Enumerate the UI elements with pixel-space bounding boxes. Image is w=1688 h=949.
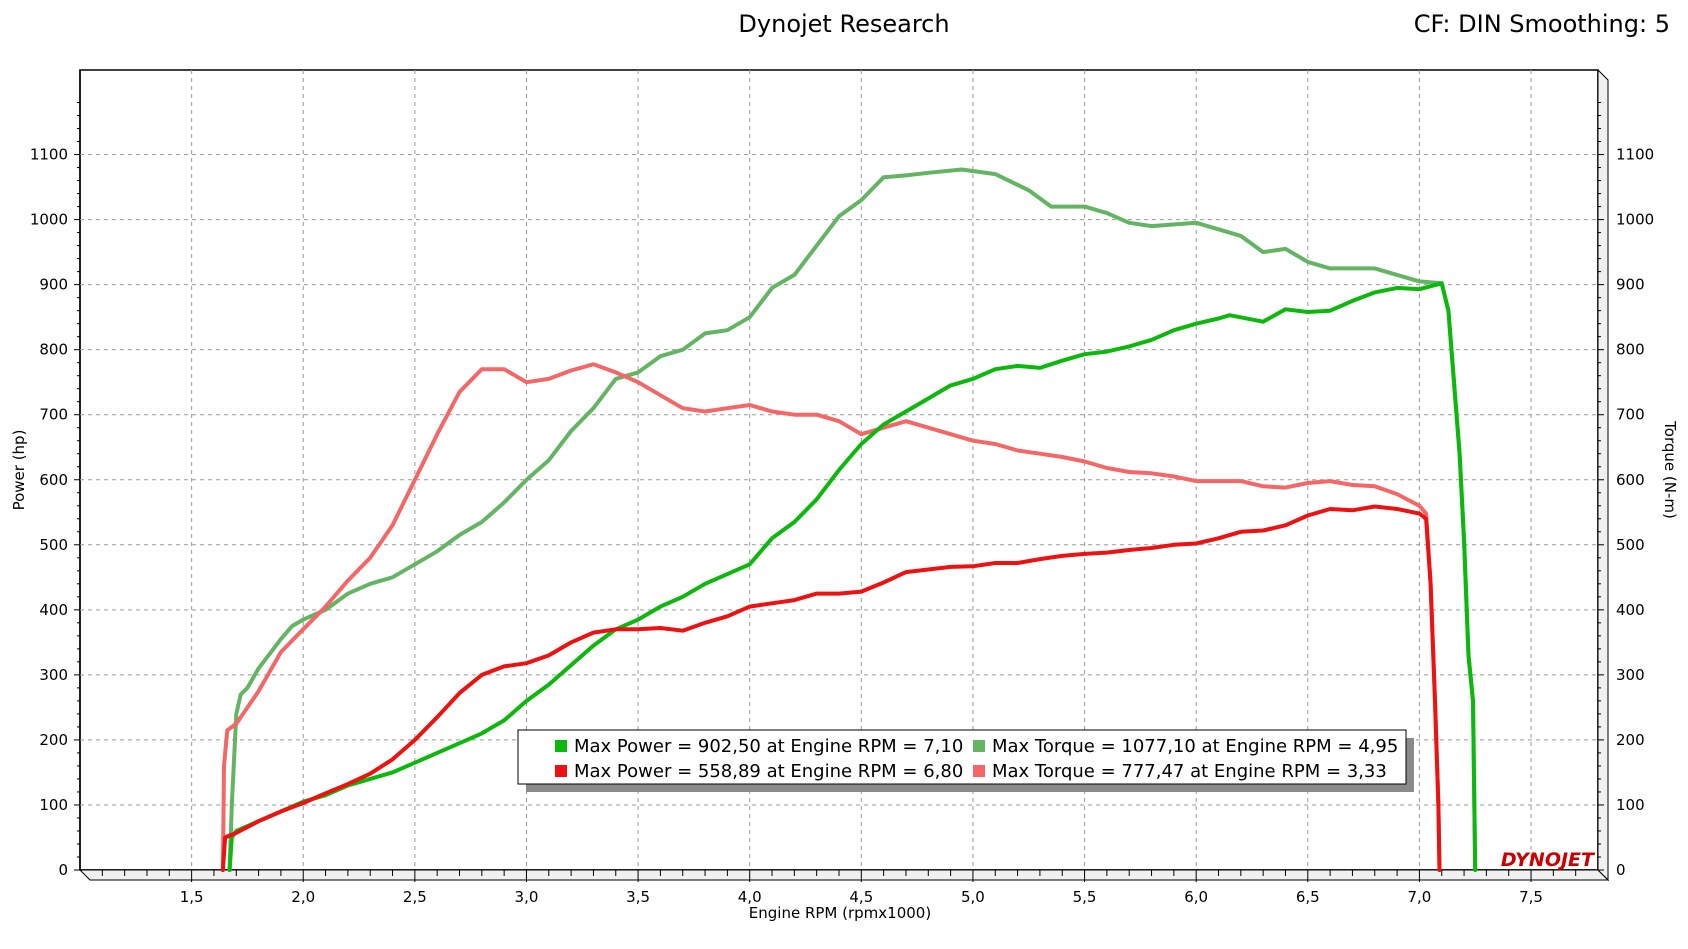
series-line-power-run-2-hp- [220, 504, 1442, 872]
y-tick-label-right: 1100 [1616, 146, 1654, 164]
y-tick-label-right: 300 [1616, 666, 1645, 684]
y-tick-label-left: 500 [39, 536, 68, 554]
y-tick-label-left: 1100 [30, 146, 68, 164]
x-tick-label: 2,5 [403, 888, 427, 906]
settings-label: CF: DIN Smoothing: 5 [1413, 10, 1670, 38]
y-tick-label-left: 600 [39, 471, 68, 489]
legend-swatch-power-1 [555, 740, 567, 752]
y-tick-label-left: 200 [39, 731, 68, 749]
x-tick-label: 3,5 [626, 888, 650, 906]
axis-base-strip [78, 869, 1610, 881]
x-tick-label: 6,5 [1296, 888, 1320, 906]
legend-swatch-power-2 [555, 765, 567, 777]
legend-torque-2: Max Torque = 777,47 at Engine RPM = 3,33 [992, 761, 1387, 782]
y-axis-left-title: Power (hp) [10, 430, 28, 511]
y-tick-label-right: 800 [1616, 341, 1645, 359]
x-tick-label: 4,0 [738, 888, 762, 906]
y-tick-label-right: 0 [1616, 861, 1626, 879]
y-tick-label-left: 1000 [30, 211, 68, 229]
x-tick-label: 7,0 [1407, 888, 1431, 906]
y-tick-label-left: 700 [39, 406, 68, 424]
y-tick-label-left: 300 [39, 666, 68, 684]
legend-power-1: Max Power = 902,50 at Engine RPM = 7,10 [574, 736, 963, 757]
x-axis-ticks: 1,5 2,0 2,5 3,0 3,5 4,0 4,5 5,0 5,5 6,0 6,5 7,0 7,5 [180, 870, 1543, 906]
y-axis-right-title: Torque (N-m) [1661, 420, 1679, 519]
y-tick-label-right: 500 [1616, 536, 1645, 554]
y-tick-label-left: 0 [58, 861, 68, 879]
y-tick-label-right: 100 [1616, 796, 1645, 814]
series-line-power-run-1-hp- [227, 281, 1478, 872]
dynojet-logo: DYNOJET [1501, 849, 1596, 871]
x-tick-label: 5,0 [961, 888, 985, 906]
y-tick-label-right: 1000 [1616, 211, 1654, 229]
y-axis-left-ticks: 0 100 200 300 400 500 600 700 800 900 1000 1100 [30, 146, 80, 879]
x-tick-label: 7,5 [1519, 888, 1543, 906]
legend-box [517, 729, 1407, 785]
x-tick-label: 4,5 [849, 888, 873, 906]
series [220, 167, 1478, 872]
y-tick-label-left: 400 [39, 601, 68, 619]
y-axis-right-ticks: 0 100 200 300 400 500 600 700 800 900 1000 1100 [1598, 146, 1654, 879]
chart-title: Dynojet Research [738, 10, 950, 38]
y-tick-label-right: 600 [1616, 471, 1645, 489]
x-tick-label: 1,5 [180, 888, 204, 906]
x-tick-label: 6,0 [1184, 888, 1208, 906]
right-axis-strip [1597, 68, 1609, 882]
minor-ticks [77, 102, 1601, 876]
y-tick-label-right: 900 [1616, 276, 1645, 294]
series-line-torque-run-1-n-m- [227, 167, 1478, 872]
y-tick-label-left: 900 [39, 276, 68, 294]
legend: Max Power = 902,50 at Engine RPM = 7,10 … [517, 729, 1414, 792]
x-tick-label: 5,5 [1073, 888, 1097, 906]
x-axis-title: Engine RPM (rpmx1000) [749, 904, 931, 922]
y-tick-label-right: 700 [1616, 406, 1645, 424]
x-tick-label: 2,0 [291, 888, 315, 906]
legend-swatch-torque-2 [973, 765, 985, 777]
legend-torque-1: Max Torque = 1077,10 at Engine RPM = 4,9… [992, 736, 1398, 757]
legend-swatch-torque-1 [973, 740, 985, 752]
y-tick-label-left: 100 [39, 796, 68, 814]
y-tick-label-right: 200 [1616, 731, 1645, 749]
legend-power-2: Max Power = 558,89 at Engine RPM = 6,80 [574, 761, 963, 782]
x-tick-label: 3,0 [515, 888, 539, 906]
series-line-torque-run-2-n-m- [220, 362, 1442, 872]
y-tick-label-right: 400 [1616, 601, 1645, 619]
y-tick-label-left: 800 [39, 341, 68, 359]
